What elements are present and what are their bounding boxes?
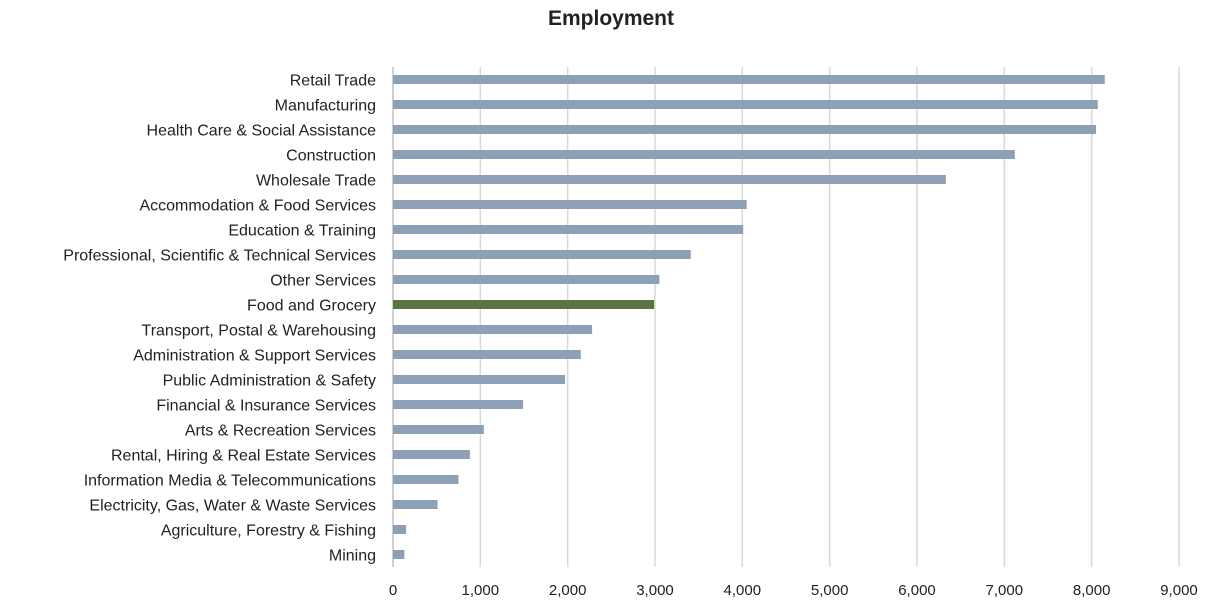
x-tick-label: 0 [389,582,397,599]
bar [393,100,1098,109]
bar [393,250,691,259]
x-tick-label: 2,000 [549,582,587,599]
gridlines [392,67,1180,567]
bar [393,150,1015,159]
category-label: Mining [329,548,376,565]
category-label: Arts & Recreation Services [185,423,376,440]
category-label: Health Care & Social Assistance [147,123,377,140]
category-label: Information Media & Telecommunications [84,473,376,490]
bar [393,225,744,234]
bar [393,175,946,184]
x-tick-label: 1,000 [462,582,500,599]
bar [393,525,407,534]
category-label: Accommodation & Food Services [139,198,376,215]
category-label: Retail Trade [290,73,376,90]
category-label: Construction [286,148,376,165]
bar [393,375,566,384]
category-label: Other Services [270,273,376,290]
category-label: Administration & Support Services [133,348,376,365]
x-tick-label: 3,000 [636,582,674,599]
bar [393,475,459,484]
category-label: Manufacturing [275,98,376,115]
bar [393,125,1097,134]
bar [393,550,405,559]
bars [393,75,1105,559]
category-label: Food and Grocery [247,298,376,315]
category-label: Financial & Insurance Services [156,398,376,415]
category-label: Wholesale Trade [256,173,376,190]
x-tick-label: 5,000 [811,582,849,599]
category-label: Agriculture, Forestry & Fishing [161,523,376,540]
bar [393,500,438,509]
bar [393,450,470,459]
category-labels: Retail Trade Manufacturing Health Care & S… [63,73,376,565]
x-tick-label: 9,000 [1160,582,1198,599]
x-axis-tick-labels: 0 1,000 2,000 3,000 4,000 5,000 6,000 7,000 8,00… [389,582,1198,599]
x-tick-label: 4,000 [724,582,762,599]
category-label: Electricity, Gas, Water & Waste Services [89,498,376,515]
bar [393,325,593,334]
bar [393,275,660,284]
x-tick-label: 6,000 [898,582,936,599]
category-label: Public Administration & Safety [163,373,376,390]
bar [393,425,484,434]
bar [393,400,524,409]
bar [393,200,747,209]
category-label: Education & Training [228,223,376,240]
category-label: Rental, Hiring & Real Estate Services [111,448,376,465]
bar [393,300,655,309]
category-label: Transport, Postal & Warehousing [142,323,376,340]
x-tick-label: 7,000 [986,582,1024,599]
chart-title: Employment [548,7,674,30]
bar [393,75,1105,84]
x-tick-label: 8,000 [1073,582,1111,599]
bar [393,350,581,359]
category-label: Professional, Scientific & Technical Ser… [63,248,376,265]
